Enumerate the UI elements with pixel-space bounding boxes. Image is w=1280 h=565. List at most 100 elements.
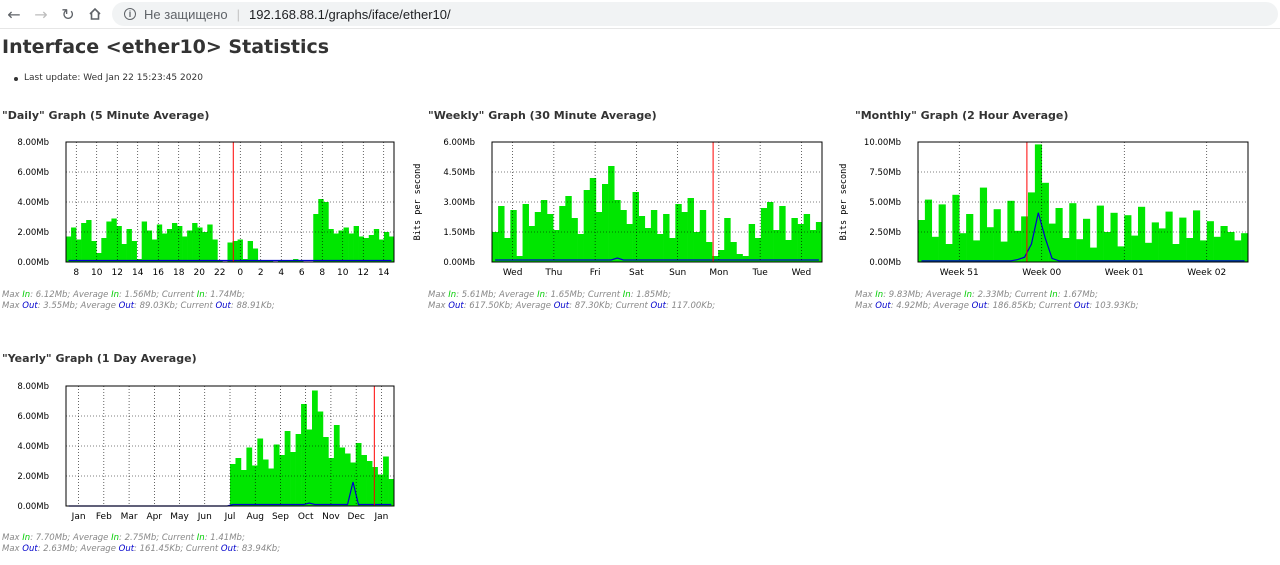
yearly-x-tick-label: Dec <box>347 512 364 522</box>
forward-arrow-icon[interactable]: → <box>34 4 48 24</box>
yearly-x-tick-label: Aug <box>246 512 264 522</box>
yearly-in-bar <box>333 425 340 506</box>
yearly-in-bar <box>290 452 296 506</box>
weekly-stats: Max In: 5.61Mb; Average In: 1.65Mb; Curr… <box>428 290 715 312</box>
yearly-graph: Jan Feb Mar Apr May Jun Jul Aug Sep Oct Nov Dec Jan 0… <box>17 382 395 522</box>
daily-x-tick-label: 6 <box>299 268 305 278</box>
monthly-in-bar <box>1124 215 1132 262</box>
weekly-in-bar <box>620 210 627 262</box>
weekly-in-bar <box>614 200 621 262</box>
monthly-in-bar <box>931 236 939 262</box>
monthly-in-bar <box>1028 192 1036 262</box>
daily-in-bar <box>121 244 127 262</box>
daily-frame <box>65 141 395 263</box>
yearly-stats-out: Max Out: 2.63Mb; Average Out: 161.45Kb; … <box>2 544 281 554</box>
weekly-y-tick-label: 6.00Mb <box>443 138 475 148</box>
weekly-in-bar <box>742 256 749 262</box>
monthly-in-bar <box>1227 232 1235 262</box>
browser-toolbar: ← → ↻ i Не защищено | 192.168.88.1/graph… <box>0 0 1280 29</box>
info-icon[interactable]: i <box>124 8 136 20</box>
weekly-in-bar <box>559 206 566 262</box>
monthly-in-bar <box>1138 206 1146 262</box>
weekly-in-bar <box>663 214 670 262</box>
monthly-in-bar <box>1089 247 1098 262</box>
weekly-in-bar <box>492 232 499 262</box>
daily-in-bar <box>106 221 112 262</box>
yearly-x-tick-label: Jul <box>224 512 236 522</box>
weekly-in-bar <box>553 230 560 262</box>
weekly-y-axis-label: Bits per second <box>413 164 423 241</box>
weekly-in-bar <box>712 256 719 262</box>
weekly-in-bar <box>650 210 658 262</box>
daily-in-bar <box>277 260 284 262</box>
monthly-in-bar <box>1096 205 1104 262</box>
yearly-in-bar <box>235 458 242 506</box>
yearly-y-tick-label: 8.00Mb <box>17 382 49 392</box>
yearly-x-tick-label: Jun <box>197 512 212 522</box>
daily-x-tick-label: 20 <box>194 268 206 278</box>
weekly-x-tick-label: Thu <box>544 268 562 278</box>
daily-x-tick-label: 10 <box>91 268 103 278</box>
weekly-in-bar <box>718 250 725 262</box>
yearly-frame <box>65 385 395 507</box>
weekly-stats-in: Max In: 5.61Mb; Average In: 1.65Mb; Curr… <box>428 290 671 300</box>
weekly-y-tick-label: 4.50Mb <box>443 168 475 178</box>
daily-y-tick-label: 6.00Mb <box>17 168 49 178</box>
daily-in-bar <box>116 226 122 262</box>
home-icon[interactable] <box>84 3 106 25</box>
monthly-stats-out: Max Out: 4.92Mb; Average Out: 186.85Kb; … <box>855 301 1139 311</box>
weekly-in-bar <box>577 234 584 262</box>
daily-in-bar <box>207 224 213 262</box>
monthly-in-bar <box>1021 216 1029 262</box>
monthly-in-bar <box>1144 242 1153 262</box>
monthly-out-line <box>921 212 1245 262</box>
daily-in-bar <box>343 227 349 262</box>
weekly-in-bar <box>565 196 572 262</box>
weekly-in-bar <box>785 240 792 262</box>
weekly-frame <box>491 141 823 263</box>
weekly-in-bar <box>693 232 701 262</box>
monthly-y-tick-label: 0.00Mb <box>869 258 901 268</box>
daily-y-tick-label: 0.00Mb <box>17 258 49 268</box>
weekly-in-bar <box>602 184 609 262</box>
security-status[interactable]: Не защищено <box>144 6 228 22</box>
monthly-in-bar <box>1172 244 1180 262</box>
weekly-in-bar <box>504 238 511 262</box>
daily-in-bar <box>267 260 274 262</box>
monthly-in-bar <box>918 220 926 262</box>
address-bar[interactable]: i Не защищено | 192.168.88.1/graphs/ifac… <box>112 2 1278 26</box>
daily-in-bar <box>177 226 183 262</box>
daily-in-bar <box>217 260 223 262</box>
yearly-x-tick-label: Nov <box>322 512 340 522</box>
daily-in-bar <box>66 236 72 262</box>
daily-in-bar <box>151 239 158 262</box>
daily-in-bar <box>388 236 395 262</box>
weekly-in-bar <box>736 254 743 262</box>
reload-icon[interactable]: ↻ <box>61 4 75 24</box>
yearly-graph-title: "Yearly" Graph (1 Day Average) <box>2 352 197 365</box>
monthly-in-bar <box>1000 241 1008 262</box>
url-text[interactable]: 192.168.88.1/graphs/iface/ether10/ <box>248 6 451 22</box>
daily-in-bar <box>383 232 390 262</box>
monthly-y-tick-label: 10.00Mb <box>864 138 901 148</box>
weekly-out-line <box>495 257 819 261</box>
monthly-y-axis-label: Bits per second <box>839 164 849 241</box>
monthly-in-bar <box>1213 236 1221 262</box>
daily-in-bar <box>247 241 254 262</box>
weekly-in-bar <box>681 212 688 262</box>
yearly-x-tick-label: Jan <box>71 512 86 522</box>
weekly-in-bar <box>754 238 762 262</box>
weekly-in-bar <box>516 256 523 262</box>
daily-in-bar <box>146 230 153 262</box>
weekly-in-bar <box>638 216 646 262</box>
weekly-y-tick-label: 1.50Mb <box>443 228 475 238</box>
yearly-x-tick-label: Oct <box>298 512 314 522</box>
yearly-in-bar <box>317 411 324 506</box>
daily-x-tick-label: 8 <box>319 268 325 278</box>
daily-x-tick-label: 16 <box>153 268 165 278</box>
weekly-in-bar <box>608 166 615 262</box>
monthly-stats-in: Max In: 9.83Mb; Average In: 2.33Mb; Curr… <box>855 290 1098 300</box>
monthly-in-bar <box>1206 221 1214 262</box>
back-arrow-icon[interactable]: ← <box>7 4 21 24</box>
monthly-in-bar <box>1131 235 1139 262</box>
